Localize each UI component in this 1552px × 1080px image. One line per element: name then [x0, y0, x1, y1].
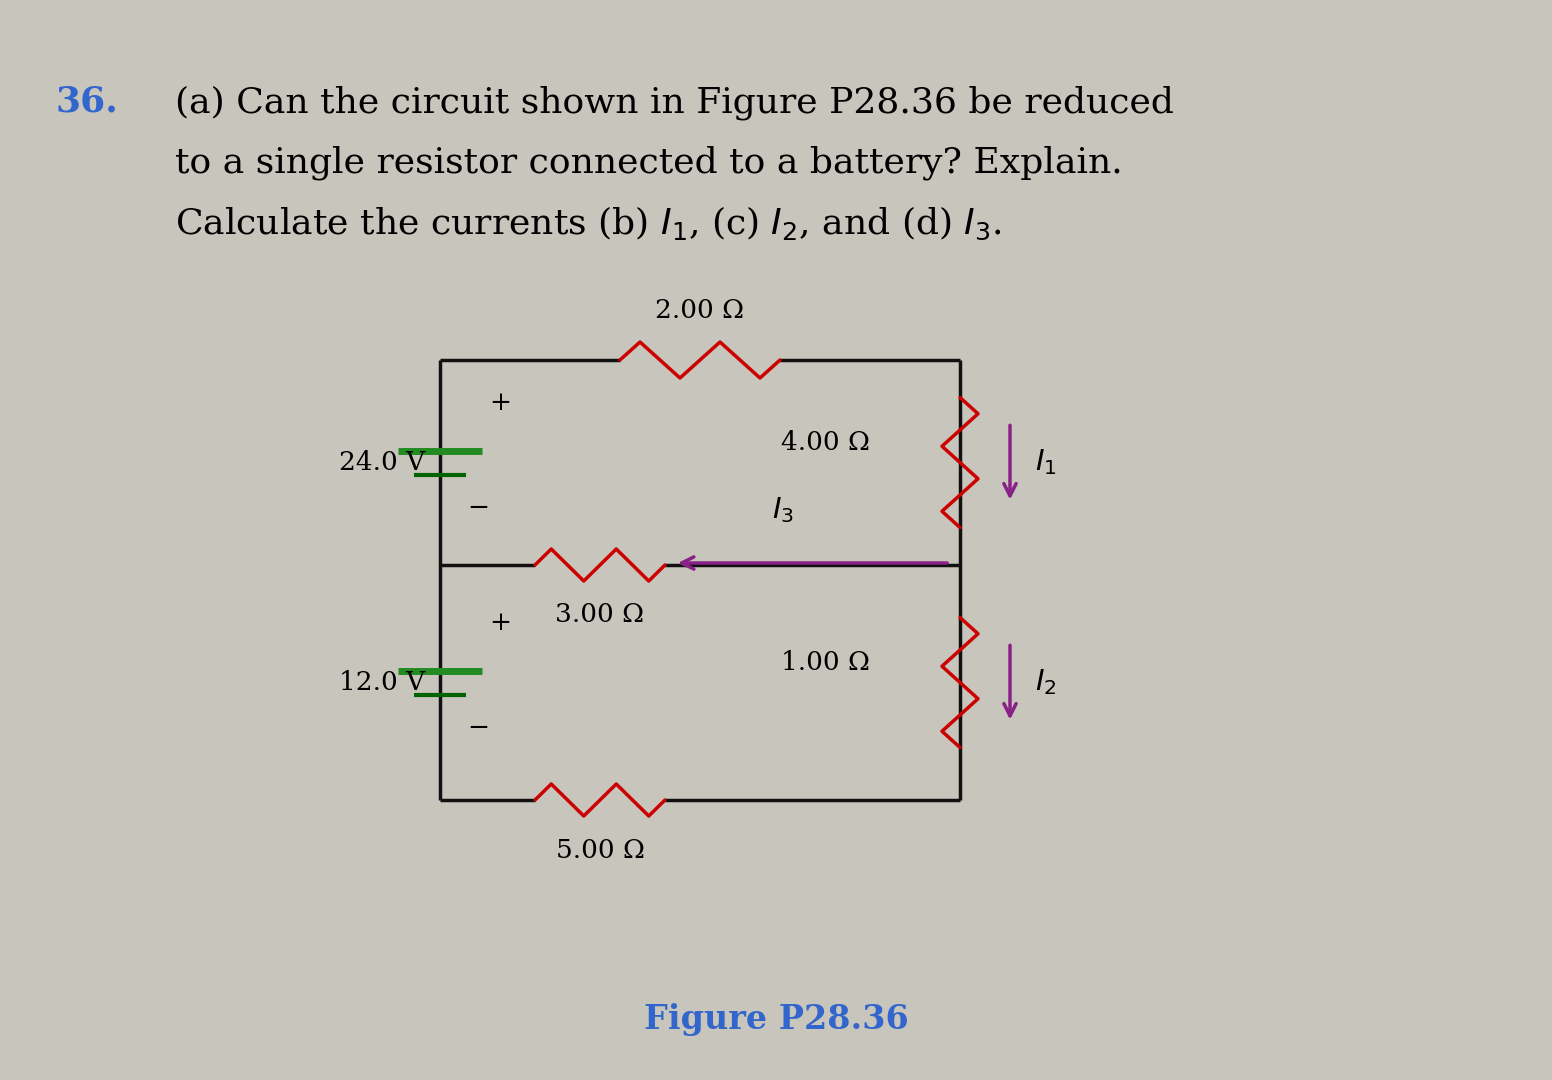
Text: Calculate the currents (b) $I_1$, (c) $I_2$, and (d) $I_3$.: Calculate the currents (b) $I_1$, (c) $I…: [175, 205, 1001, 242]
Text: 2.00 Ω: 2.00 Ω: [655, 297, 745, 323]
Text: 4.00 Ω: 4.00 Ω: [781, 430, 871, 455]
Text: $I_3$: $I_3$: [771, 495, 793, 525]
Text: +: +: [489, 390, 511, 415]
Text: −: −: [467, 495, 489, 519]
Text: 36.: 36.: [54, 85, 118, 119]
Text: 12.0 V: 12.0 V: [338, 670, 425, 696]
Text: 1.00 Ω: 1.00 Ω: [781, 650, 871, 675]
Text: to a single resistor connected to a battery? Explain.: to a single resistor connected to a batt…: [175, 145, 1122, 179]
Text: −: −: [467, 715, 489, 740]
Text: $I_1$: $I_1$: [1035, 447, 1057, 477]
Text: +: +: [489, 610, 511, 635]
Text: $I_2$: $I_2$: [1035, 667, 1057, 698]
Text: Figure P28.36: Figure P28.36: [644, 1003, 908, 1037]
Text: (a) Can the circuit shown in Figure P28.36 be reduced: (a) Can the circuit shown in Figure P28.…: [175, 85, 1173, 120]
Text: 24.0 V: 24.0 V: [338, 450, 425, 475]
Text: 3.00 Ω: 3.00 Ω: [556, 603, 644, 627]
Text: 5.00 Ω: 5.00 Ω: [556, 837, 644, 863]
